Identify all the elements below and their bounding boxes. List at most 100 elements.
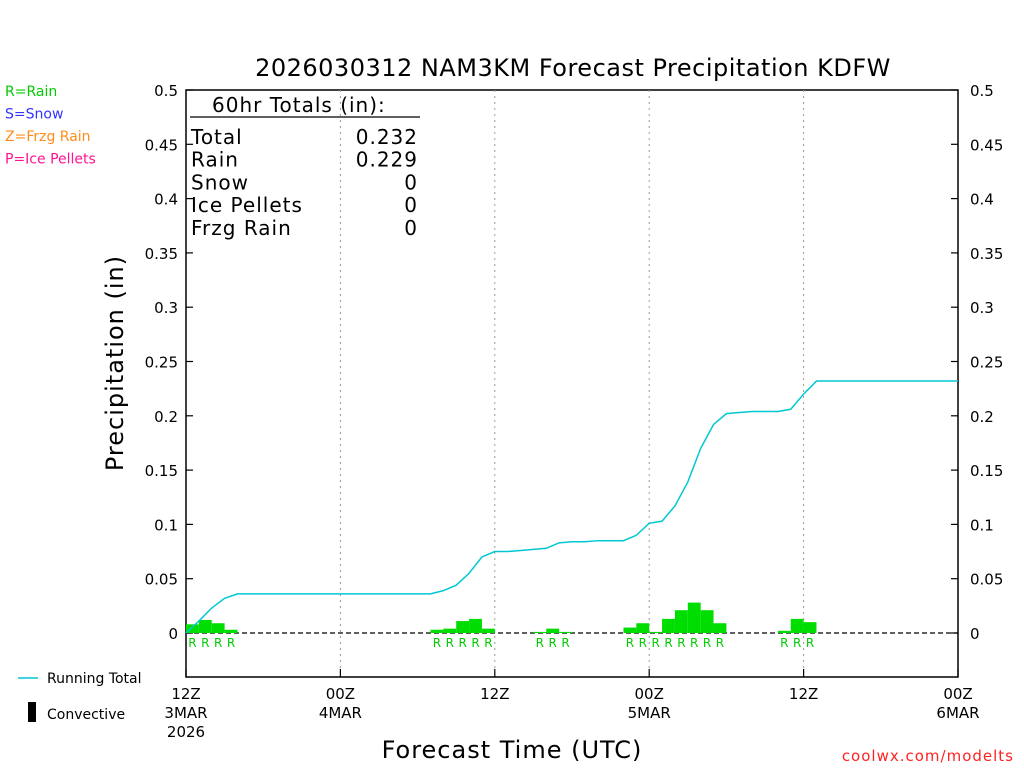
y-tick-label-right: 0.05 <box>970 571 1003 589</box>
y-tick-label-left: 0.35 <box>145 245 178 263</box>
precip-type-mark: R <box>214 636 222 650</box>
totals-row-value: 0.229 <box>356 148 418 172</box>
chart-title: 2026030312 NAM3KM Forecast Precipitation… <box>255 54 891 82</box>
y-tick-label-left: 0.4 <box>154 191 178 209</box>
precip-type-mark: R <box>690 636 698 650</box>
precip-bar <box>636 623 650 633</box>
y-tick-label-left: 0.25 <box>145 354 178 372</box>
y-tick-label-right: 0.45 <box>970 136 1003 154</box>
convective-legend-swatch <box>28 702 36 722</box>
y-axis-label: Precipitation (in) <box>101 255 129 471</box>
precip-bar <box>481 628 495 633</box>
precip-type-mark: R <box>639 636 647 650</box>
x-tick-label: 00Z <box>943 685 972 703</box>
y-tick-label-right: 0 <box>970 625 980 643</box>
y-tick-label-right: 0.2 <box>970 408 994 426</box>
y-tick-label-right: 0.25 <box>970 354 1003 372</box>
precip-bars <box>186 602 817 633</box>
precip-type-mark: R <box>561 636 569 650</box>
precip-type-mark: R <box>227 636 235 650</box>
x-tick-label: 4MAR <box>319 704 362 722</box>
y-tick-label-left: 0.15 <box>145 462 178 480</box>
precip-bar <box>186 624 199 633</box>
precip-type-mark: R <box>188 636 196 650</box>
x-tick-label: 6MAR <box>936 704 979 722</box>
running-total-legend-label: Running Total <box>47 671 142 687</box>
precip-bar <box>430 629 444 633</box>
precip-type-mark: R <box>806 636 814 650</box>
x-tick-label: 00Z <box>326 685 355 703</box>
running-total-line <box>185 380 958 634</box>
totals-row-value: 0 <box>404 170 418 194</box>
x-tick-label: 12Z <box>789 685 818 703</box>
precip-type-mark: R <box>484 636 492 650</box>
precip-bar <box>623 627 637 633</box>
precip-type-mark: R <box>471 636 479 650</box>
credit-text: coolwx.com/modelts <box>842 747 1014 765</box>
totals-row-label: Ice Pellets <box>191 193 303 217</box>
precip-type-mark: R <box>536 636 544 650</box>
x-tick-label: 2026 <box>167 723 205 741</box>
x-tick-label: 12Z <box>480 685 509 703</box>
precip-bar <box>700 610 714 633</box>
precip-bar <box>198 619 212 633</box>
y-tick-label-right: 0.35 <box>970 245 1003 263</box>
x-tick-label: 5MAR <box>628 704 671 722</box>
precip-type-mark: R <box>703 636 711 650</box>
precip-bar <box>469 618 482 633</box>
precip-bar <box>803 622 817 633</box>
precip-type-mark: R <box>446 636 454 650</box>
y-tick-label-right: 0.1 <box>970 516 994 534</box>
precip-type-mark: R <box>664 636 672 650</box>
y-tick-label-left: 0.3 <box>154 299 178 317</box>
precip-bar <box>687 602 701 633</box>
y-tick-label-right: 0.15 <box>970 462 1003 480</box>
totals-row-label: Snow <box>191 170 249 194</box>
precip-type-mark: R <box>458 636 466 650</box>
precip-type-mark: R <box>626 636 634 650</box>
y-axis-right: 0 0.05 0.1 0.15 0.2 0.25 0.3 0.35 0.4 0.45 0.5 <box>951 82 1003 643</box>
x-axis-label: Forecast Time (UTC) <box>382 736 643 764</box>
x-tick-label: 12Z <box>171 685 200 703</box>
y-axis-left: 0 0.05 0.1 0.15 0.2 0.25 0.3 0.35 0.4 0.45 0.5 <box>145 82 193 643</box>
precip-bar <box>777 630 791 633</box>
plot-frame <box>185 89 959 678</box>
y-tick-label-left: 0.05 <box>145 571 178 589</box>
y-tick-label-left: 0 <box>168 625 178 643</box>
x-tick-label: 3MAR <box>164 704 207 722</box>
precip-bar <box>662 618 675 633</box>
totals-row-label: Frzg Rain <box>191 216 292 240</box>
totals-row-value: 0 <box>404 216 418 240</box>
precip-type-mark: R <box>677 636 685 650</box>
precip-bar <box>443 628 457 633</box>
totals-row-value: 0.232 <box>356 125 418 149</box>
y-tick-label-left: 0.1 <box>154 516 178 534</box>
x-tick-label: 00Z <box>635 685 664 703</box>
precip-bar <box>713 623 727 633</box>
precip-bar <box>533 631 547 633</box>
precip-bar <box>224 629 238 633</box>
precip-type-mark: R <box>549 636 557 650</box>
y-tick-label-left: 0.45 <box>145 136 178 154</box>
type-legend-item: Z=Frzg Rain <box>5 129 91 145</box>
totals-row-value: 0 <box>404 193 418 217</box>
precip-bar <box>649 631 663 633</box>
y-tick-label-left: 0.5 <box>154 82 178 100</box>
precip-type-legend: R=Rain S=Snow Z=Frzg Rain P=Ice Pellets <box>5 84 96 168</box>
precip-bar <box>546 628 560 633</box>
precip-type-mark: R <box>651 636 659 650</box>
totals-heading: 60hr Totals (in): <box>212 93 386 117</box>
precip-bar <box>211 623 225 633</box>
y-tick-label-right: 0.5 <box>970 82 994 100</box>
precip-type-mark: R <box>201 636 209 650</box>
precip-bar <box>674 610 688 633</box>
precip-type-mark: R <box>780 636 788 650</box>
precip-bar <box>559 631 572 633</box>
precip-type-mark: R <box>433 636 441 650</box>
type-legend-item: R=Rain <box>5 84 57 100</box>
totals-row-label: Total <box>190 125 243 149</box>
y-tick-label-right: 0.4 <box>970 191 994 209</box>
